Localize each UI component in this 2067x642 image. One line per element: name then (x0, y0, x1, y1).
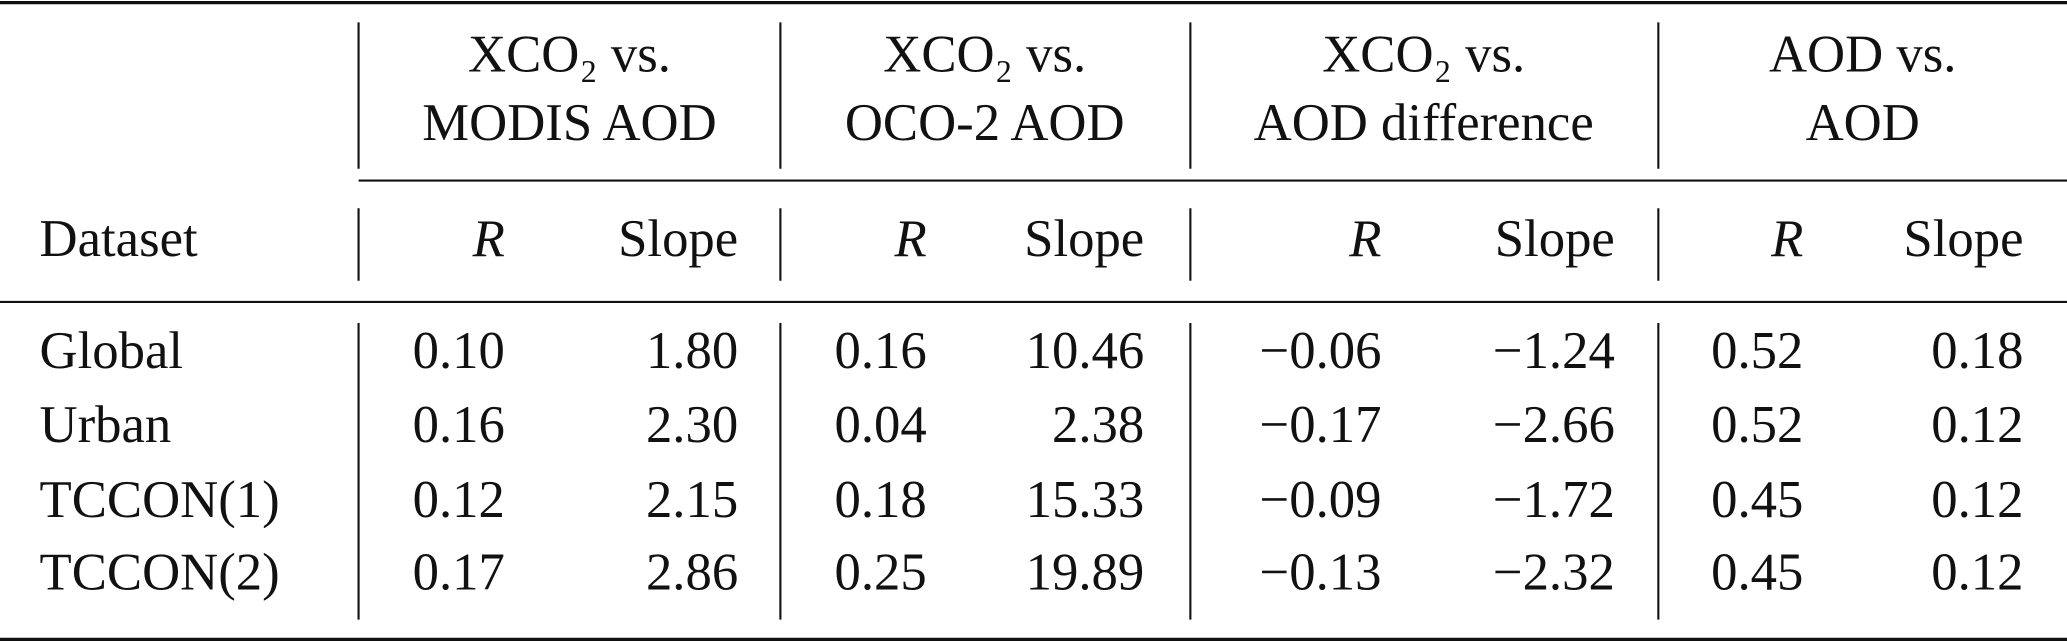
group-header: XCO₂ vs. (1322, 25, 1525, 83)
cell: −0.09 (1260, 471, 1382, 529)
column-header: Slope (1495, 210, 1615, 268)
cell: 0.45 (1711, 471, 1803, 529)
cell: −0.17 (1260, 396, 1382, 454)
column-header: R (472, 210, 505, 268)
cell: 2.30 (646, 396, 738, 454)
row-label: TCCON(2) (40, 543, 280, 601)
row-label: Global (40, 322, 183, 380)
cell: −2.66 (1493, 396, 1615, 454)
cell: 15.33 (1026, 471, 1145, 529)
cell: 10.46 (1026, 322, 1145, 380)
cell: 1.80 (646, 322, 738, 380)
cell: 0.18 (1931, 322, 2023, 380)
cell: 0.52 (1711, 322, 1803, 380)
column-header: Slope (1024, 210, 1144, 268)
group-header: XCO₂ vs. (883, 25, 1086, 83)
cell: 0.52 (1711, 396, 1803, 454)
row-label: TCCON(1) (40, 471, 280, 529)
cell: −1.72 (1493, 471, 1615, 529)
cell: 0.12 (1931, 543, 2023, 601)
cell: 2.86 (646, 543, 738, 601)
column-header: R (894, 210, 927, 268)
cell: 0.17 (413, 543, 505, 601)
cell: 2.15 (646, 471, 738, 529)
group-header: MODIS AOD (422, 94, 716, 152)
cell: 0.18 (834, 471, 926, 529)
cell: −0.13 (1260, 543, 1382, 601)
group-header: AOD difference (1254, 94, 1594, 152)
cell: 0.12 (1931, 396, 2023, 454)
cell: 0.16 (834, 322, 926, 380)
cell: 19.89 (1026, 543, 1145, 601)
cell: 0.12 (413, 471, 505, 529)
cell: 0.16 (413, 396, 505, 454)
column-header: R (1348, 210, 1381, 268)
cell: −2.32 (1493, 543, 1615, 601)
cell: 2.38 (1052, 396, 1144, 454)
column-header: Slope (1903, 210, 2023, 268)
cell: −0.06 (1260, 322, 1382, 380)
dataset-header: Dataset (40, 210, 198, 268)
group-header: XCO₂ vs. (468, 25, 671, 83)
group-header: AOD vs. (1769, 25, 1956, 83)
group-header: AOD (1806, 94, 1920, 152)
row-label: Urban (40, 396, 172, 454)
cell: 0.45 (1711, 543, 1803, 601)
cell: 0.25 (834, 543, 926, 601)
cell: 0.12 (1931, 471, 2023, 529)
group-header: OCO-2 AOD (845, 94, 1125, 152)
column-header: R (1770, 210, 1803, 268)
cell: 0.10 (413, 322, 505, 380)
cell: 0.04 (834, 396, 926, 454)
cell: −1.24 (1493, 322, 1615, 380)
column-header: Slope (618, 210, 738, 268)
